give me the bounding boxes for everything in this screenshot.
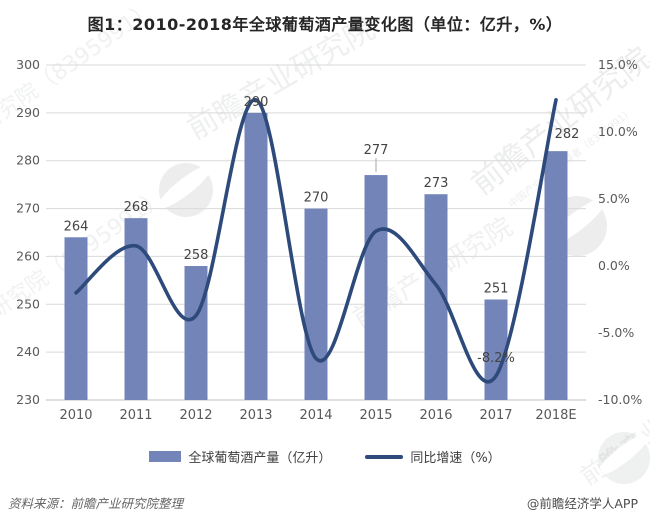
x-axis-label: 2013 [239, 408, 272, 423]
y-axis-label-right: 0.0% [598, 258, 630, 273]
y-axis-label-left: 240 [16, 344, 40, 359]
bar [244, 112, 268, 400]
y-axis-label-left: 300 [16, 57, 40, 72]
bar-value-label: 264 [64, 219, 89, 234]
y-axis-label-right: 5.0% [598, 191, 630, 206]
watermark-logo-swoosh [158, 164, 213, 209]
bar [544, 151, 568, 400]
bar-value-label: 273 [424, 176, 449, 191]
x-axis-label: 2017 [479, 408, 512, 423]
chart-legend: 全球葡萄酒产量（亿升） 同比增速（%） [0, 447, 650, 466]
y-axis-label-left: 260 [16, 248, 40, 263]
bar-value-label: 268 [124, 200, 149, 215]
legend-label-production: 全球葡萄酒产量（亿升） [188, 451, 332, 466]
bar [64, 237, 88, 400]
source-note: 资料来源：前瞻产业研究院整理 [8, 496, 184, 511]
bar [484, 299, 508, 400]
bar [124, 218, 148, 400]
y-axis-label-left: 250 [16, 296, 40, 311]
y-axis-label-right: 10.0% [598, 124, 638, 139]
legend-label-growth: 同比增速（%） [410, 451, 501, 466]
bar [364, 175, 388, 400]
app-credit: @前瞻经济学人APP [526, 496, 638, 511]
x-axis-label: 2014 [299, 408, 332, 423]
bar-value-label: 277 [364, 143, 389, 158]
x-axis-label: 2016 [419, 408, 452, 423]
x-axis-label: 2015 [359, 408, 392, 423]
x-axis-label: 2012 [179, 408, 212, 423]
legend-item-production: 全球葡萄酒产量（亿升） [149, 447, 331, 466]
x-axis-label: 2018E [535, 408, 576, 423]
bar-value-label: 282 [555, 127, 580, 142]
growth-line [74, 98, 558, 384]
bar-value-label: 290 [244, 95, 269, 110]
bar [424, 194, 448, 400]
x-axis-label: 2011 [119, 408, 152, 423]
bar-value-label: 270 [304, 191, 329, 206]
footer: 资料来源：前瞻产业研究院整理 @前瞻经济学人APP [0, 493, 650, 512]
y-axis-label-left: 290 [16, 105, 40, 120]
line-annotation: -8.2% [477, 351, 515, 366]
chart-title: 图1：2010-2018年全球葡萄酒产量变化图（单位：亿升，%） [87, 15, 563, 34]
legend-bar-swatch [149, 451, 182, 462]
bar [184, 266, 208, 400]
y-axis-label-left: 230 [16, 392, 40, 407]
y-axis-label-left: 270 [16, 201, 40, 216]
bar-value-label: 251 [484, 282, 509, 297]
y-axis-label-right: 15.0% [598, 57, 638, 72]
y-axis-label-right: -10.0% [598, 392, 642, 407]
y-axis-label-right: -5.0% [598, 325, 634, 340]
legend-item-growth: 同比增速（%） [365, 447, 501, 466]
bar-value-label: 258 [184, 248, 209, 263]
bar [304, 208, 328, 400]
y-axis-label-left: 280 [16, 153, 40, 168]
legend-line-swatch [365, 454, 404, 459]
x-axis-label: 2010 [59, 408, 92, 423]
watermark-logo-swoosh [597, 433, 650, 476]
